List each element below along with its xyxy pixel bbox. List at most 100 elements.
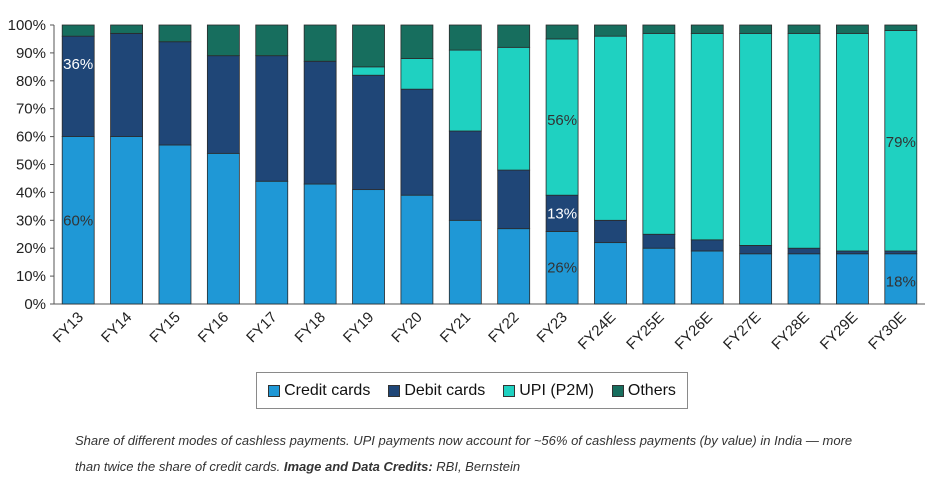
caption-credit-label: Image and Data Credits:	[283, 459, 433, 474]
x-tick-label: FY23	[534, 309, 571, 346]
bar-others-fy19	[352, 24, 385, 68]
bar-debit-cards-fy29e	[836, 250, 869, 255]
bar-credit-cards-fy14	[110, 136, 143, 305]
bar-upi-p2m-fy22	[497, 46, 531, 171]
legend-item: Credit cards	[268, 382, 370, 400]
bar-debit-cards-fy14	[110, 32, 143, 138]
bar-upi-p2m-fy25e	[642, 32, 676, 235]
x-tick-label: FY20	[388, 309, 425, 346]
bar-credit-cards-fy21	[448, 219, 482, 305]
legend-label: Debit cards	[404, 381, 486, 399]
bar-debit-cards-fy15	[158, 41, 192, 146]
legend-label: Credit cards	[284, 381, 371, 399]
bar-credit-cards-fy15	[158, 144, 192, 305]
legend-item: Debit cards	[388, 382, 485, 400]
bar-others-fy21	[448, 24, 482, 51]
caption-credit-value: RBI, Bernstein	[432, 459, 521, 474]
x-tick-label: FY19	[340, 309, 377, 346]
x-tick-label: FY15	[146, 309, 183, 346]
bar-upi-p2m-fy30e	[884, 30, 918, 252]
legend-swatch	[503, 384, 516, 397]
bar-others-fy28e	[787, 24, 821, 34]
x-tick-label: FY16	[195, 309, 232, 346]
x-tick-label: FY29E	[817, 309, 861, 353]
legend-swatch	[268, 384, 281, 397]
x-tick-label: FY13	[50, 309, 87, 346]
bar-upi-p2m-fy21	[448, 49, 482, 132]
bar-debit-cards-fy13	[61, 35, 95, 138]
x-tick-label: FY18	[292, 309, 329, 346]
bar-debit-cards-fy16	[206, 55, 240, 154]
bar-credit-cards-fy30e	[884, 253, 918, 305]
x-tick-label: FY14	[98, 309, 135, 346]
bar-debit-cards-fy28e	[787, 247, 821, 255]
y-tick-label: 10%	[16, 268, 46, 285]
bar-others-fy13	[61, 24, 95, 37]
bar-upi-p2m-fy29e	[836, 32, 869, 252]
chart-legend: Credit cards Debit cards UPI (P2M) Others	[256, 372, 688, 409]
bar-credit-cards-fy26e	[690, 250, 724, 305]
bar-others-fy30e	[884, 24, 918, 31]
y-tick-label: 50%	[16, 157, 46, 174]
legend-label: Others	[627, 381, 676, 399]
x-tick-label: FY30E	[865, 309, 909, 353]
y-tick-label: 20%	[16, 240, 46, 257]
bar-others-fy22	[497, 24, 531, 48]
bar-others-fy17	[255, 24, 289, 57]
bar-debit-cards-fy27e	[739, 245, 773, 255]
stacked-bar-chart: 0% 10% 20% 30% 40% 50% 60% 70% 80% 90% 100% FY13 FY1…	[8, 17, 925, 353]
legend-item: Others	[611, 381, 676, 400]
y-tick-label: 60%	[16, 129, 46, 146]
bar-debit-cards-fy18	[303, 60, 337, 185]
bar-credit-cards-fy25e	[642, 247, 676, 305]
bar-debit-cards-fy23	[545, 194, 579, 232]
bar-upi-p2m-fy26e	[690, 32, 724, 241]
bar-others-fy29e	[836, 24, 869, 34]
data-label: 60%	[63, 212, 93, 229]
bar-upi-p2m-fy23	[545, 38, 579, 196]
bar-credit-cards-fy28e	[787, 253, 821, 305]
bar-others-fy27e	[739, 24, 773, 34]
bar-debit-cards-fy20	[400, 88, 434, 196]
bar-credit-cards-fy18	[303, 183, 337, 305]
caption-text: Share of different modes of cashless pay…	[75, 433, 853, 474]
bar-others-fy23	[545, 24, 579, 40]
data-label: 13%	[547, 205, 577, 222]
bar-others-fy16	[206, 24, 240, 57]
bar-debit-cards-fy26e	[690, 239, 724, 252]
bar-debit-cards-fy25e	[642, 233, 676, 249]
bar-others-fy18	[303, 24, 337, 62]
bar-others-fy25e	[642, 24, 676, 34]
bar-upi-p2m-fy20	[400, 58, 434, 90]
data-label: 18%	[886, 274, 916, 291]
data-label: 79%	[886, 134, 916, 151]
bar-others-fy24e	[594, 24, 627, 37]
y-tick-label: 70%	[16, 101, 46, 118]
bar-debit-cards-fy24e	[594, 219, 627, 244]
bar-credit-cards-fy22	[497, 228, 531, 305]
bar-others-fy26e	[690, 24, 724, 34]
x-tick-label: FY25E	[623, 309, 667, 353]
bar-upi-p2m-fy19	[352, 66, 385, 76]
y-tick-label: 30%	[16, 212, 46, 229]
bar-debit-cards-fy22	[497, 169, 531, 230]
y-tick-label: 80%	[16, 73, 46, 90]
legend-swatch	[388, 384, 401, 397]
bar-credit-cards-fy17	[255, 180, 289, 305]
legend-item: UPI (P2M)	[503, 382, 594, 400]
bar-debit-cards-fy30e	[884, 250, 918, 255]
bar-credit-cards-fy13	[61, 136, 95, 305]
x-tick-label: FY22	[485, 309, 522, 346]
y-tick-label: 100%	[8, 17, 46, 34]
bar-upi-p2m-fy24e	[594, 35, 627, 221]
bar-others-fy20	[400, 24, 434, 59]
bar-debit-cards-fy21	[448, 130, 482, 221]
y-tick-label: 0%	[24, 296, 46, 313]
legend-label: UPI (P2M)	[519, 381, 594, 399]
bar-others-fy15	[158, 24, 192, 43]
y-tick-label: 40%	[16, 184, 46, 201]
x-tick-label: FY26E	[672, 309, 716, 353]
bar-credit-cards-fy23	[545, 231, 579, 305]
x-tick-label: FY28E	[768, 309, 812, 353]
legend-swatch	[611, 384, 624, 397]
